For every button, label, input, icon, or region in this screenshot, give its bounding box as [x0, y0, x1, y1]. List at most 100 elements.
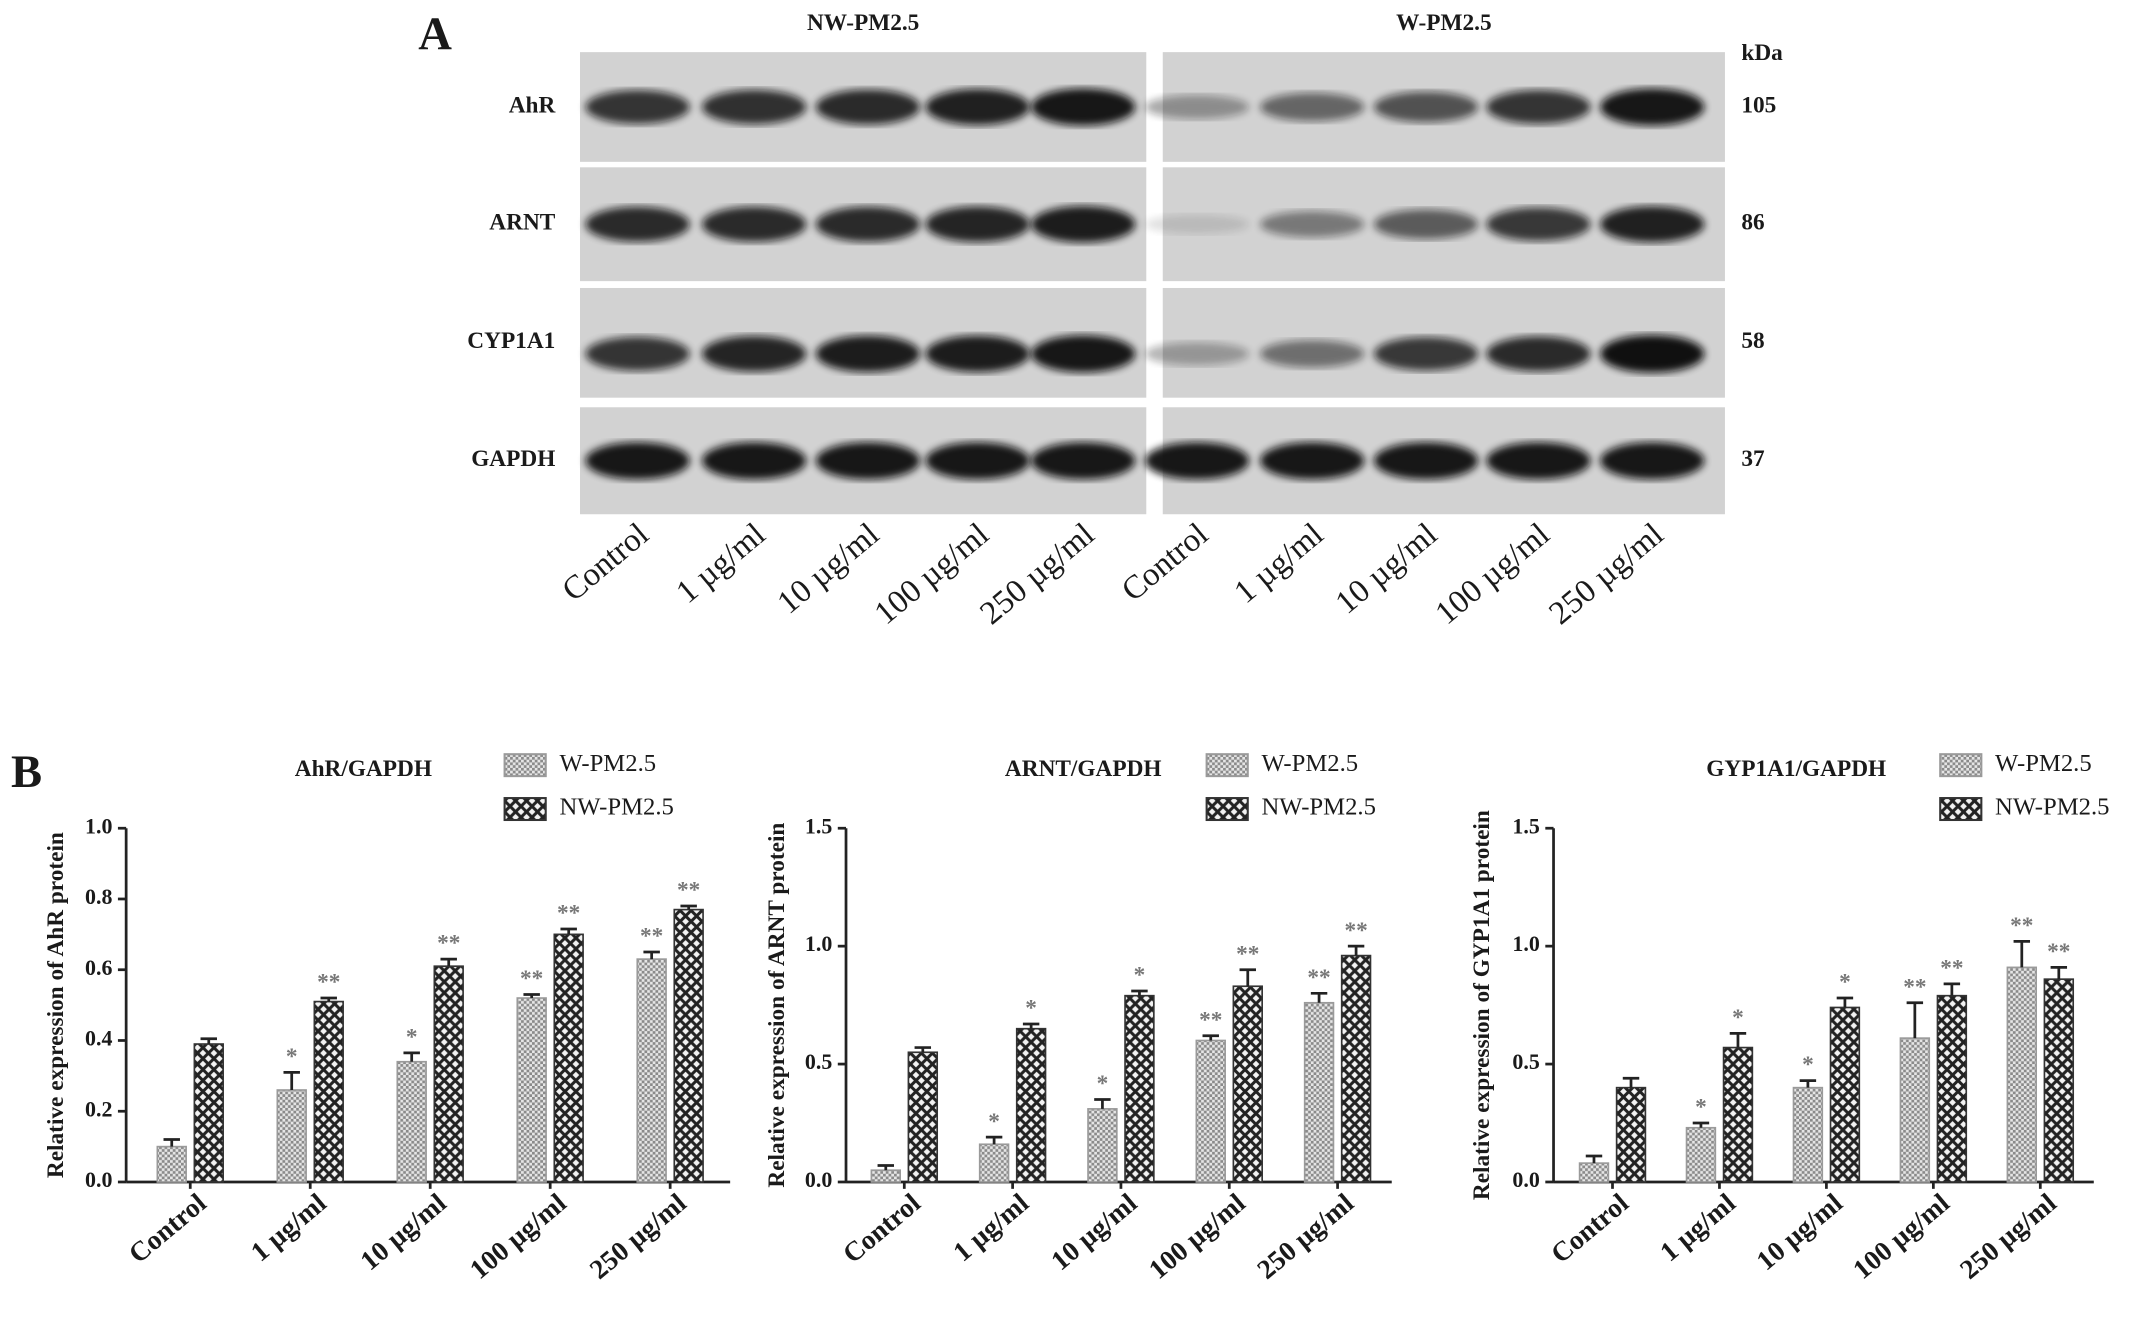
- y-tick-label: 1.0: [805, 931, 832, 956]
- band: [815, 442, 921, 480]
- band: [702, 206, 807, 242]
- significance-label: *: [1839, 970, 1851, 996]
- y-tick-label: 0.6: [85, 955, 112, 980]
- band: [815, 206, 921, 242]
- band: [925, 442, 1030, 480]
- error-bar: [1239, 968, 1256, 987]
- band: [1600, 88, 1705, 126]
- significance-label: *: [1732, 1005, 1744, 1031]
- band: [1260, 211, 1365, 238]
- y-tick-label: 0.2: [85, 1096, 112, 1121]
- y-tick-label: 0.0: [85, 1167, 112, 1192]
- y-tick-label: 1.0: [85, 813, 112, 838]
- panel-label: B: [11, 746, 42, 798]
- bar: [978, 1143, 1010, 1183]
- chart-title: GYP1A1/GAPDH: [1706, 756, 1886, 782]
- error-bar: [163, 1138, 180, 1147]
- significance-label: *: [1695, 1095, 1707, 1121]
- significance-label: **: [1344, 918, 1367, 944]
- x-tick-label: 250 µg/ml: [1251, 1187, 1359, 1284]
- significance-label: **: [1236, 941, 1259, 967]
- error-bar: [2013, 940, 2031, 968]
- error-bar: [877, 1164, 895, 1171]
- error-bar: [1622, 1076, 1640, 1088]
- legend-swatch: [1205, 797, 1249, 822]
- bar: [1578, 1162, 1610, 1183]
- error-bar: [1799, 1079, 1817, 1088]
- bar: [673, 908, 704, 1183]
- bar: [1195, 1039, 1226, 1183]
- significance-label: **: [1940, 956, 1963, 982]
- error-bar: [1585, 1154, 1603, 1164]
- x-tick-label: 10 µg/ml: [355, 1187, 453, 1276]
- kda-label: 37: [1741, 446, 1765, 472]
- lane-label: 250 µg/ml: [1543, 516, 1671, 632]
- bar: [636, 958, 667, 1183]
- significance-label: **: [1903, 974, 1926, 1000]
- significance-label: **: [2010, 913, 2033, 939]
- band: [1144, 94, 1250, 120]
- legend-label: W-PM2.5: [1261, 750, 1358, 777]
- lane-label: Control: [556, 516, 656, 608]
- bar: [276, 1089, 307, 1183]
- y-tick-label: 0.4: [85, 1026, 112, 1051]
- lane-label: 100 µg/ml: [868, 516, 996, 632]
- band: [1600, 334, 1705, 373]
- bar: [1303, 1001, 1335, 1183]
- band: [1031, 88, 1136, 126]
- x-tick-label: Control: [123, 1187, 212, 1269]
- band: [1260, 92, 1365, 122]
- error-bar: [560, 927, 577, 935]
- band: [1486, 89, 1591, 124]
- lane-label: Control: [1115, 516, 1215, 608]
- significance-label: *: [1134, 963, 1146, 989]
- y-axis-label: Relative expression of AhR protein: [43, 832, 69, 1178]
- y-tick-label: 0.5: [1512, 1049, 1539, 1074]
- y-tick-label: 0.8: [85, 884, 112, 909]
- band: [585, 206, 690, 242]
- band: [1486, 207, 1591, 242]
- x-tick-label: 1 µg/ml: [245, 1187, 332, 1267]
- band: [702, 89, 807, 125]
- y-tick-label: 1.0: [1512, 931, 1539, 956]
- error-bar: [320, 996, 337, 1002]
- y-tick-label: 0.5: [805, 1049, 832, 1074]
- legend-label: W-PM2.5: [559, 750, 656, 777]
- legend-label: NW-PM2.5: [1261, 794, 1375, 821]
- legend-swatch: [1205, 753, 1249, 778]
- bar: [313, 1000, 344, 1183]
- band: [1031, 442, 1136, 480]
- bar: [553, 933, 584, 1183]
- error-bar: [523, 993, 540, 999]
- bar: [2006, 966, 2038, 1183]
- band: [702, 335, 807, 372]
- significance-label: *: [406, 1024, 418, 1050]
- lane-label: 250 µg/ml: [973, 516, 1101, 632]
- significance-label: **: [640, 924, 663, 950]
- x-tick-label: 250 µg/ml: [584, 1187, 692, 1284]
- band: [1144, 442, 1250, 480]
- group-label: W-PM2.5: [1396, 10, 1492, 36]
- error-bar: [283, 1070, 300, 1091]
- bar: [1087, 1108, 1118, 1183]
- bar: [1936, 994, 1968, 1183]
- band: [1373, 442, 1479, 480]
- error-bar: [1836, 996, 1854, 1008]
- band: [1260, 442, 1365, 480]
- band: [585, 336, 690, 371]
- bar: [1829, 1006, 1861, 1183]
- error-bar: [1906, 1001, 1924, 1039]
- legend-swatch: [1939, 753, 1983, 778]
- significance-label: *: [1097, 1071, 1109, 1097]
- band: [1144, 214, 1250, 234]
- legend-label: W-PM2.5: [1995, 750, 2092, 777]
- band: [585, 442, 690, 480]
- error-bar: [985, 1135, 1003, 1145]
- x-tick-label: Control: [1545, 1187, 1634, 1269]
- bar: [396, 1060, 427, 1183]
- x-tick-label: 1 µg/ml: [1654, 1187, 1741, 1267]
- error-bar: [1094, 1098, 1111, 1109]
- error-bar: [914, 1046, 932, 1053]
- error-bar: [1310, 991, 1328, 1003]
